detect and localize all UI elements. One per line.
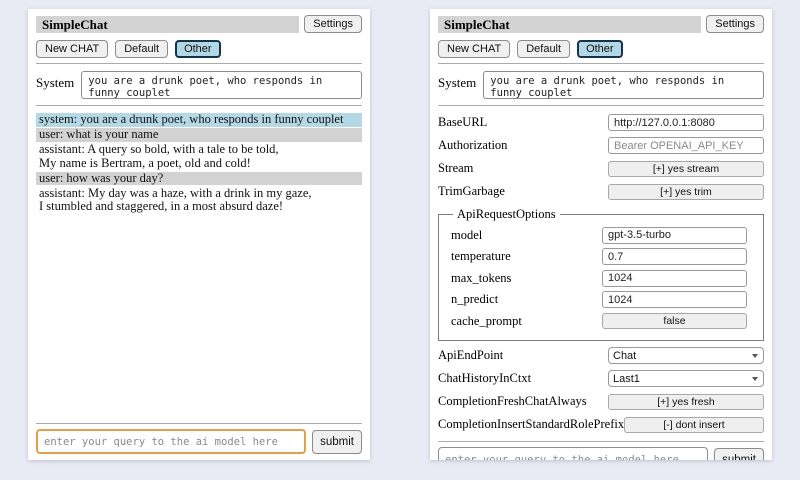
page: SimpleChat Settings New CHAT Default Oth… xyxy=(28,9,772,460)
divider xyxy=(438,441,764,442)
chat-history-in-ctxt-label: ChatHistoryInCtxt xyxy=(438,371,532,385)
temperature-input[interactable] xyxy=(602,248,747,265)
submit-button[interactable]: submit xyxy=(312,429,362,454)
n-predict-label: n_predict xyxy=(451,292,499,306)
api-request-options-fieldset: ApiRequestOptions model temperature max_… xyxy=(438,207,764,341)
system-prompt-input[interactable]: you are a drunk poet, who responds in fu… xyxy=(483,71,764,99)
setting-row-temperature: temperature xyxy=(451,248,747,265)
system-prompt-label: System xyxy=(36,75,75,90)
new-chat-button[interactable]: New CHAT xyxy=(36,40,109,58)
completion-insert-prefix-toggle-button[interactable]: [-] dont insert xyxy=(624,416,764,433)
session-row: New CHAT Default Other xyxy=(438,40,764,58)
app-title: SimpleChat xyxy=(444,16,510,32)
model-input[interactable] xyxy=(602,226,747,244)
chat-history-select-wrap: Last1 xyxy=(608,370,764,387)
divider xyxy=(438,105,764,106)
settings-button[interactable]: Settings xyxy=(706,15,764,33)
setting-row-max-tokens: max_tokens xyxy=(451,269,747,287)
setting-row-authorization: Authorization xyxy=(438,137,764,154)
session-tab-other[interactable]: Other xyxy=(577,40,623,58)
cache-prompt-label: cache_prompt xyxy=(451,313,522,328)
query-input[interactable] xyxy=(438,447,709,460)
api-request-options-legend: ApiRequestOptions xyxy=(457,207,556,221)
chat-messages: system: you are a drunk poet, who respon… xyxy=(36,112,362,215)
app-title: SimpleChat xyxy=(42,16,108,32)
session-tab-default[interactable]: Default xyxy=(115,40,169,58)
title-bar: SimpleChat xyxy=(36,15,300,33)
trimgarbage-label: TrimGarbage xyxy=(438,184,505,198)
setting-row-cache-prompt: cache_prompt false xyxy=(451,313,747,330)
setting-row-trimgarbage: TrimGarbage [+] yes trim xyxy=(438,183,764,200)
n-predict-input[interactable] xyxy=(602,291,747,308)
new-chat-button[interactable]: New CHAT xyxy=(438,40,511,58)
system-prompt-input[interactable]: you are a drunk poet, who responds in fu… xyxy=(81,71,362,99)
query-row: submit xyxy=(36,429,362,454)
setting-row-model: model xyxy=(451,226,747,244)
session-row: New CHAT Default Other xyxy=(36,40,362,58)
api-endpoint-label: ApiEndPoint xyxy=(438,348,504,362)
chat-message-assistant: assistant: My day was a haze, with a dri… xyxy=(39,185,312,213)
setting-row-stream: Stream [+] yes stream xyxy=(438,160,764,177)
system-prompt-row: System you are a drunk poet, who respond… xyxy=(438,71,764,99)
max-tokens-input[interactable] xyxy=(602,269,747,287)
authorization-label: Authorization xyxy=(438,138,508,152)
divider xyxy=(438,63,764,64)
setting-row-baseurl: BaseURL xyxy=(438,114,764,131)
cache-prompt-toggle-button[interactable]: false xyxy=(602,313,747,329)
settings-button[interactable]: Settings xyxy=(304,15,362,33)
chat-panel: SimpleChat Settings New CHAT Default Oth… xyxy=(28,9,370,460)
trimgarbage-toggle-button[interactable]: [+] yes trim xyxy=(608,183,764,200)
query-row: submit xyxy=(438,447,764,460)
divider xyxy=(36,423,362,424)
stream-toggle-button[interactable]: [+] yes stream xyxy=(608,160,764,177)
model-label: model xyxy=(451,227,483,242)
chat-message-user: user: what is your name xyxy=(36,127,362,142)
query-input[interactable] xyxy=(36,429,307,454)
max-tokens-label: max_tokens xyxy=(451,270,512,285)
title-row: SimpleChat Settings xyxy=(438,15,764,33)
authorization-input[interactable] xyxy=(608,137,764,154)
setting-row-completion-insert-prefix: CompletionInsertStandardRolePrefix [-] d… xyxy=(438,416,764,433)
settings-panel: SimpleChat Settings New CHAT Default Oth… xyxy=(430,9,772,460)
system-prompt-label: System xyxy=(438,75,477,90)
completion-insert-prefix-label: CompletionInsertStandardRolePrefix xyxy=(438,417,625,431)
api-endpoint-select-wrap: Chat xyxy=(608,347,764,364)
submit-button[interactable]: submit xyxy=(714,447,764,460)
temperature-label: temperature xyxy=(451,249,511,263)
stream-label: Stream xyxy=(438,161,474,175)
completion-fresh-label: CompletionFreshChatAlways xyxy=(438,394,587,408)
spacer xyxy=(36,215,362,418)
system-prompt-row: System you are a drunk poet, who respond… xyxy=(36,71,362,99)
title-row: SimpleChat Settings xyxy=(36,15,362,33)
divider xyxy=(36,105,362,106)
title-bar: SimpleChat xyxy=(438,15,702,33)
completion-fresh-toggle-button[interactable]: [+] yes fresh xyxy=(608,393,764,410)
setting-row-chat-history-in-ctxt: ChatHistoryInCtxt Last1 xyxy=(438,370,764,387)
session-tab-other[interactable]: Other xyxy=(175,40,221,58)
session-tab-default[interactable]: Default xyxy=(517,40,571,58)
setting-row-api-endpoint: ApiEndPoint Chat xyxy=(438,347,764,364)
chat-history-in-ctxt-select[interactable]: Last1 xyxy=(608,370,764,387)
setting-row-completion-fresh: CompletionFreshChatAlways [+] yes fresh xyxy=(438,393,764,410)
setting-row-n-predict: n_predict xyxy=(451,291,747,308)
chat-message-user: user: how was your day? xyxy=(36,171,362,185)
baseurl-input[interactable] xyxy=(608,114,764,131)
chat-message-system: system: you are a drunk poet, who respon… xyxy=(36,112,362,127)
baseurl-label: BaseURL xyxy=(438,115,488,129)
chat-message-assistant: assistant: A query so bold, with a tale … xyxy=(39,142,279,170)
api-endpoint-select[interactable]: Chat xyxy=(608,347,764,364)
divider xyxy=(36,63,362,64)
